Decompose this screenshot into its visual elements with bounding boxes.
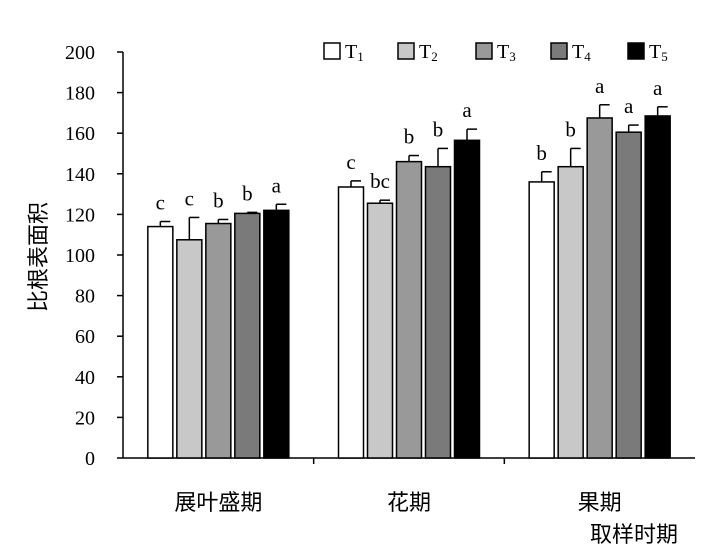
significance-label: a: [462, 98, 472, 122]
significance-label: c: [185, 186, 194, 210]
y-axis: 0 20 40 60 80 100 120 140 160 180 200: [65, 42, 124, 470]
bar: [234, 212, 261, 459]
bar: [176, 239, 203, 459]
legend-label: T5: [649, 41, 668, 64]
legend-swatch: [550, 42, 568, 60]
y-tick-label: 0: [85, 448, 95, 470]
significance-label: c: [156, 191, 165, 215]
legend-label: T2: [419, 41, 438, 64]
y-tick-label: 60: [75, 326, 95, 348]
significance-label: b: [404, 125, 415, 149]
legend-label: T1: [345, 41, 364, 64]
bar: [424, 165, 452, 459]
bar: [615, 131, 642, 459]
y-tick-label: 100: [65, 245, 95, 267]
bar: [644, 115, 671, 459]
significance-label: b: [536, 141, 547, 165]
significance-label: a: [272, 173, 282, 197]
significance-label: a: [624, 94, 634, 118]
bar: [557, 165, 584, 459]
legend-swatch: [323, 42, 341, 60]
y-tick-label: 80: [75, 286, 95, 308]
bar: [263, 209, 290, 459]
bar: [453, 139, 481, 459]
significance-label: bc: [370, 169, 390, 193]
bar: [586, 117, 613, 459]
x-category-label: 果期: [578, 491, 622, 516]
x-category-label: 花期: [387, 491, 431, 516]
y-tick-label: 160: [65, 123, 95, 145]
legend-label: T3: [497, 41, 516, 64]
significance-label: b: [433, 117, 444, 141]
bar: [366, 202, 394, 459]
y-tick-label: 200: [65, 42, 95, 64]
significance-label: b: [213, 188, 224, 212]
significance-label: a: [653, 76, 663, 100]
y-tick-label: 20: [75, 407, 95, 429]
y-axis-label: 比根表面积: [27, 202, 52, 312]
legend-label: T4: [572, 41, 591, 64]
legend-swatch: [397, 42, 415, 60]
bar: [147, 225, 174, 459]
x-category-label: 展叶盛期: [174, 491, 262, 516]
y-tick-label: 120: [65, 204, 95, 226]
legend-swatch: [475, 42, 493, 60]
x-axis: 展叶盛期 花期 果期: [123, 457, 695, 516]
y-tick-label: 180: [65, 83, 95, 105]
y-tick-label: 40: [75, 367, 95, 389]
significance-label: b: [242, 181, 253, 205]
y-tick-label: 140: [65, 164, 95, 186]
bar: [337, 186, 365, 459]
significance-label: a: [595, 74, 605, 98]
legend: T1 T2 T3 T4 T5: [323, 41, 668, 64]
bar: [205, 222, 232, 459]
bar: [528, 181, 555, 459]
significance-label: b: [565, 117, 576, 141]
significance-label: c: [346, 150, 355, 174]
x-axis-label: 取样时期: [590, 523, 678, 548]
legend-swatch: [627, 42, 645, 60]
bar: [395, 160, 423, 459]
